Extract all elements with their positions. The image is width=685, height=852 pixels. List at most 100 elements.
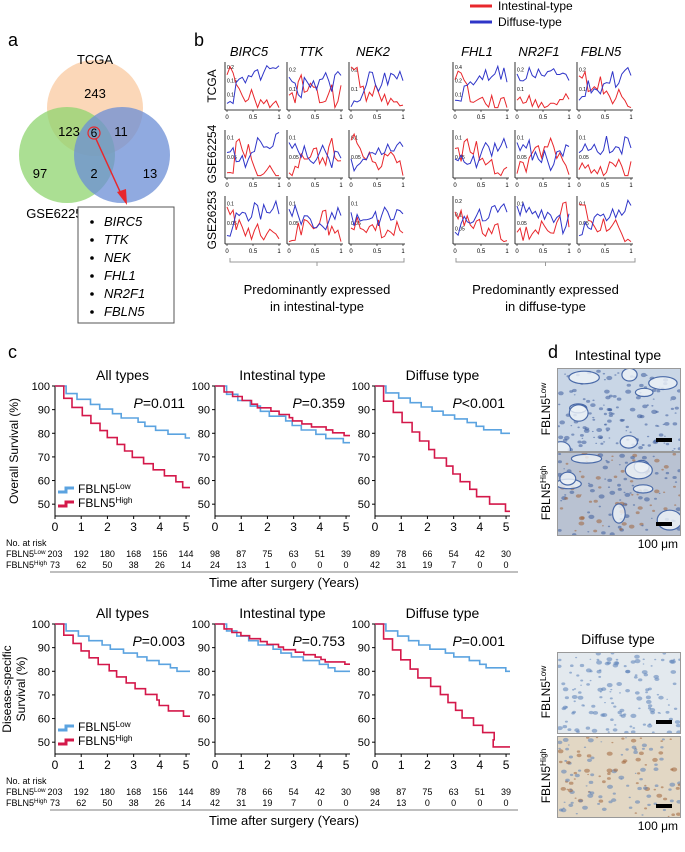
km-legend-low: FBLN5Low bbox=[78, 719, 132, 734]
micrograph-cell bbox=[642, 658, 645, 661]
density-x-tick: 0 bbox=[225, 249, 229, 255]
km-curve-low bbox=[55, 623, 190, 673]
risk-count-high: 0 bbox=[425, 798, 430, 808]
km-legend-high-sup: High bbox=[115, 733, 133, 743]
density-y-tick: 0.1 bbox=[455, 213, 462, 219]
km-x-tick: 3 bbox=[450, 520, 457, 534]
density-series-intestinal bbox=[226, 138, 279, 177]
micrograph-cell bbox=[620, 469, 625, 473]
density-y-tick: 0.2 bbox=[289, 68, 296, 74]
venn-count-tcga-gse26253: 11 bbox=[114, 124, 128, 139]
micrograph-cell bbox=[652, 757, 658, 762]
micrograph-cell bbox=[611, 702, 615, 705]
micrograph-cell bbox=[573, 700, 576, 703]
micrograph-cell bbox=[569, 773, 574, 777]
density-x-tick: 1 bbox=[277, 115, 281, 121]
density-series-intestinal bbox=[578, 158, 632, 177]
density-y-tick: 0.1 bbox=[517, 87, 524, 93]
micrograph-cell bbox=[614, 374, 617, 376]
micrograph-cell bbox=[571, 695, 578, 699]
micrograph-cell bbox=[642, 663, 645, 665]
micrograph-cell bbox=[576, 750, 581, 753]
micrograph-cell bbox=[617, 525, 622, 529]
micrograph-cell bbox=[673, 448, 676, 450]
micrograph-cell bbox=[642, 404, 648, 409]
km-y-tick: 50 bbox=[198, 737, 210, 749]
micrograph-cell bbox=[645, 695, 651, 700]
micrograph-cell bbox=[646, 435, 650, 438]
km-x-tick: 4 bbox=[157, 758, 164, 772]
km-p-value: P=0.003 bbox=[132, 633, 185, 649]
micrograph-gland bbox=[612, 503, 626, 524]
density-x-tick: 1 bbox=[339, 115, 343, 121]
micrograph-cell bbox=[613, 705, 617, 708]
km-x-tick: 3 bbox=[130, 520, 137, 534]
density-x-tick: 0 bbox=[515, 183, 519, 189]
micrograph-cell bbox=[587, 758, 592, 762]
micrograph-cell bbox=[591, 704, 596, 708]
risk-count-low: 30 bbox=[341, 787, 351, 797]
micrograph-cell bbox=[601, 713, 608, 717]
density-x-tick: 0 bbox=[287, 249, 291, 255]
km-y-tick: 50 bbox=[358, 499, 370, 511]
km-p-number: =0.003 bbox=[142, 633, 185, 649]
micrograph-cell bbox=[669, 738, 672, 740]
micrograph-cell bbox=[559, 507, 564, 510]
km-y-tick: 80 bbox=[38, 666, 50, 678]
density-x-tick: 1 bbox=[277, 249, 281, 255]
micrograph-cell bbox=[625, 669, 631, 674]
micrograph-cell bbox=[638, 678, 643, 682]
micrograph-cell bbox=[609, 697, 613, 700]
micrograph-cell bbox=[615, 658, 619, 661]
km-y-tick: 80 bbox=[358, 428, 370, 440]
micrograph-cell bbox=[568, 781, 574, 785]
density-y-tick: 0.2 bbox=[455, 199, 462, 205]
km-curve-high bbox=[215, 385, 350, 437]
density-series-diffuse bbox=[288, 70, 342, 99]
micrograph-cell bbox=[604, 423, 608, 426]
micrograph-cell bbox=[605, 395, 611, 400]
venn-count-all-three: 6 bbox=[91, 126, 98, 140]
micrograph-cell bbox=[598, 675, 602, 678]
risk-count-high: 13 bbox=[236, 560, 246, 570]
density-x-tick: 0 bbox=[287, 183, 291, 189]
km-p-symbol: P bbox=[132, 633, 142, 649]
km-x-tick: 1 bbox=[398, 758, 405, 772]
micrograph-cell bbox=[606, 375, 613, 381]
micrograph-cell bbox=[630, 713, 637, 718]
micrograph-cell bbox=[587, 482, 590, 485]
micrograph-cell bbox=[647, 704, 653, 708]
density-series-diffuse bbox=[454, 64, 508, 102]
density-x-tick: 0.5 bbox=[539, 115, 548, 121]
micrograph-cell bbox=[613, 768, 618, 772]
micrograph-cell bbox=[674, 504, 677, 506]
km-x-tick: 5 bbox=[503, 758, 510, 772]
micrograph-cell bbox=[608, 513, 612, 516]
km-x-tick: 1 bbox=[78, 520, 85, 534]
risk-count-low: 180 bbox=[100, 549, 115, 559]
micrograph-cell bbox=[562, 725, 568, 729]
density-series-intestinal bbox=[454, 138, 508, 177]
micrograph-cell bbox=[564, 494, 567, 496]
micrograph-cell bbox=[644, 497, 650, 502]
micrograph-cell bbox=[559, 420, 565, 425]
micrograph-cell bbox=[610, 688, 613, 691]
micrograph-cell bbox=[629, 492, 632, 494]
km-y-tick: 60 bbox=[198, 476, 210, 488]
km-y-tick: 100 bbox=[32, 381, 50, 393]
km-title: Diffuse type bbox=[406, 605, 480, 621]
micrograph-cell bbox=[624, 492, 631, 497]
risk-count-high: 0 bbox=[317, 560, 322, 570]
micrograph-cell bbox=[665, 471, 670, 475]
km-x-tick: 4 bbox=[157, 520, 164, 534]
density-series-diffuse bbox=[516, 66, 570, 82]
micrograph-cell bbox=[581, 437, 584, 439]
density-x-tick: 1 bbox=[339, 183, 343, 189]
scale-bar bbox=[656, 720, 672, 724]
gene-title-fbln5: FBLN5 bbox=[581, 44, 622, 59]
micrograph-cell bbox=[598, 799, 604, 803]
micrograph-cell bbox=[589, 489, 595, 493]
micrograph-cell bbox=[562, 705, 568, 710]
micrograph-cell bbox=[675, 507, 680, 512]
km-y-tick: 90 bbox=[358, 643, 370, 655]
